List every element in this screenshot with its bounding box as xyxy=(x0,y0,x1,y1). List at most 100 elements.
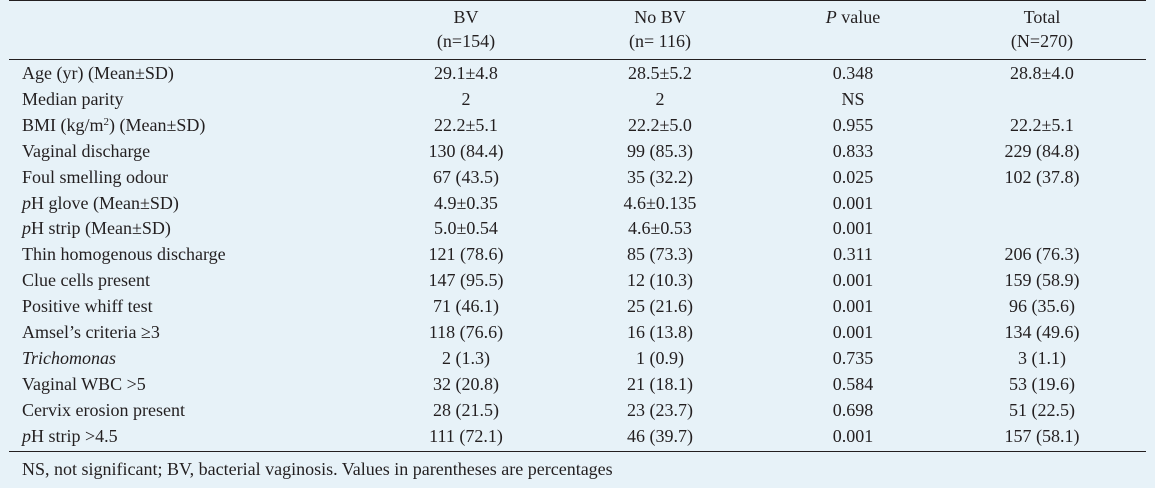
table-row: pH strip >4.5 111 (72.1) 46 (39.7) 0.001 157… xyxy=(0,423,1155,449)
row-label-text: Foul smelling odour xyxy=(22,166,169,187)
cell-no-bv: 21 (18.1) xyxy=(627,373,693,394)
cell-total: 28.8±4.0 xyxy=(1010,63,1074,83)
cell-bv: 29.1±4.8 xyxy=(434,63,498,83)
cell-no-bv: 28.5±5.2 xyxy=(628,63,692,83)
cell-p-value: 0.001 xyxy=(832,425,874,446)
row-label-text: H strip >4.5 xyxy=(31,425,118,446)
table-row: Vaginal WBC >5 32 (20.8) 21 (18.1) 0.584 53 … xyxy=(0,371,1155,397)
table-row: pH strip (Mean±SD) 5.0±0.54 4.6±0.53 0.001 xyxy=(0,215,1155,241)
cell-no-bv: 12 (10.3) xyxy=(627,270,693,291)
cell-total: 96 (35.6) xyxy=(1009,296,1075,317)
cell-total: 22.2±5.1 xyxy=(1010,114,1074,135)
cell-no-bv: 1 (0.9) xyxy=(636,347,684,368)
header-p-value: P value xyxy=(753,5,953,29)
row-label-text: H glove (Mean±SD) xyxy=(31,192,179,213)
row-label-superscript: 2 xyxy=(103,115,110,128)
row-label-italic: Trichomonas xyxy=(22,347,117,368)
table-row: Foul smelling odour 67 (43.5) 35 (32.2) 0.0… xyxy=(0,164,1155,190)
row-label-text: Amsel’s criteria ≥3 xyxy=(22,322,160,342)
cell-p-value: 0.348 xyxy=(832,63,874,83)
cell-bv: 147 (95.5) xyxy=(428,270,504,291)
cell-bv: 22.2±5.1 xyxy=(434,114,498,135)
cell-bv: 32 (20.8) xyxy=(433,373,499,394)
table-row: Cervix erosion present 28 (21.5) 23 (23.7)… xyxy=(0,397,1155,423)
header-bv: BV (n=154) xyxy=(366,5,566,53)
header-no-bv-title: No BV xyxy=(634,7,686,27)
row-label: BMI (kg/m2) (Mean±SD) xyxy=(22,112,205,138)
cell-bv: 2 xyxy=(461,88,471,109)
header-no-bv: No BV (n= 116) xyxy=(560,5,760,53)
table-row: Positive whiff test 71 (46.1) 25 (21.6) 0.0… xyxy=(0,293,1155,319)
cell-total: 53 (19.6) xyxy=(1009,373,1075,394)
cell-bv: 118 (76.6) xyxy=(428,322,504,342)
cell-p-value: NS xyxy=(841,88,865,109)
row-label: Cervix erosion present xyxy=(22,397,185,423)
cell-no-bv: 25 (21.6) xyxy=(627,296,693,317)
row-label: pH strip >4.5 xyxy=(22,423,118,449)
row-label-text: Vaginal discharge xyxy=(22,140,151,161)
cell-bv: 111 (72.1) xyxy=(429,425,503,446)
row-label-text: Median parity xyxy=(22,88,124,109)
cell-no-bv: 22.2±5.0 xyxy=(628,114,692,135)
table-row: BMI (kg/m2) (Mean±SD) 22.2±5.1 22.2±5.0 0.9… xyxy=(0,112,1155,138)
footnote: NS, not significant; BV, bacterial vagin… xyxy=(22,459,613,479)
cell-no-bv: 85 (73.3) xyxy=(627,244,693,265)
cell-bv: 5.0±0.54 xyxy=(434,218,498,239)
cell-total: 229 (84.8) xyxy=(1004,140,1080,161)
cell-p-value: 0.833 xyxy=(832,140,874,161)
row-label: Thin homogenous discharge xyxy=(22,241,226,267)
row-label: Vaginal WBC >5 xyxy=(22,371,146,397)
row-label-italic: p xyxy=(22,218,31,239)
cell-no-bv: 4.6±0.53 xyxy=(628,218,692,239)
table-row: Age (yr) (Mean±SD) 29.1±4.8 28.5±5.2 0.348 2… xyxy=(0,60,1155,86)
cell-total: 206 (76.3) xyxy=(1004,244,1080,265)
header-p-value-title: P value xyxy=(753,5,953,29)
row-label-suffix: ) (Mean±SD) xyxy=(109,114,206,135)
cell-p-value: 0.735 xyxy=(832,347,874,368)
cell-total: 134 (49.6) xyxy=(1004,322,1080,342)
header-p-word: value xyxy=(836,7,881,27)
cell-p-value: 0.001 xyxy=(832,270,874,291)
cell-no-bv: 35 (32.2) xyxy=(627,166,693,187)
cell-total: 102 (37.8) xyxy=(1004,166,1080,187)
row-label-text: BMI (kg/m xyxy=(22,114,104,135)
row-label-text: Cervix erosion present xyxy=(22,399,185,420)
row-label: Median parity xyxy=(22,86,123,112)
cell-p-value: 0.698 xyxy=(832,399,874,420)
header-rule xyxy=(9,59,1146,60)
row-label-text: Clue cells present xyxy=(22,270,150,291)
header-bv-title: BV xyxy=(453,7,479,27)
cell-p-value: 0.955 xyxy=(832,114,874,135)
row-label: pH strip (Mean±SD) xyxy=(22,215,171,241)
cell-bv: 28 (21.5) xyxy=(433,399,499,420)
cell-bv: 121 (78.6) xyxy=(428,244,504,265)
row-label: Amsel’s criteria ≥3 xyxy=(22,319,160,345)
row-label-text: Positive whiff test xyxy=(22,296,153,317)
table-row: pH glove (Mean±SD) 4.9±0.35 4.6±0.135 0.001 xyxy=(0,190,1155,216)
cell-bv: 4.9±0.35 xyxy=(434,192,498,213)
row-label-text: H strip (Mean±SD) xyxy=(31,218,171,239)
row-label: Vaginal discharge xyxy=(22,138,150,164)
cell-p-value: 0.311 xyxy=(833,244,873,265)
cell-no-bv: 46 (39.7) xyxy=(627,425,693,446)
header-total-title: Total xyxy=(1023,7,1061,27)
cell-bv: 2 (1.3) xyxy=(442,347,490,368)
row-label: Trichomonas xyxy=(22,345,116,371)
cell-p-value: 0.001 xyxy=(832,218,874,239)
table-row: Clue cells present 147 (95.5) 12 (10.3) 0.0… xyxy=(0,267,1155,293)
header-total: Total (N=270) xyxy=(942,5,1142,53)
cell-p-value: 0.001 xyxy=(832,322,874,342)
row-label-text: Vaginal WBC >5 xyxy=(22,373,146,394)
cell-no-bv: 16 (13.8) xyxy=(627,322,693,342)
row-label: Foul smelling odour xyxy=(22,164,168,190)
table-row: Median parity 2 2 NS xyxy=(0,86,1155,112)
cell-total: 3 (1.1) xyxy=(1018,347,1066,368)
row-label-text: Age (yr) (Mean±SD) xyxy=(22,63,174,83)
row-label: Positive whiff test xyxy=(22,293,153,319)
cell-bv: 67 (43.5) xyxy=(433,166,499,187)
cell-no-bv: 99 (85.3) xyxy=(627,140,693,161)
cell-p-value: 0.001 xyxy=(832,296,874,317)
header-p-letter: P xyxy=(825,7,837,27)
bottom-rule xyxy=(9,451,1146,452)
